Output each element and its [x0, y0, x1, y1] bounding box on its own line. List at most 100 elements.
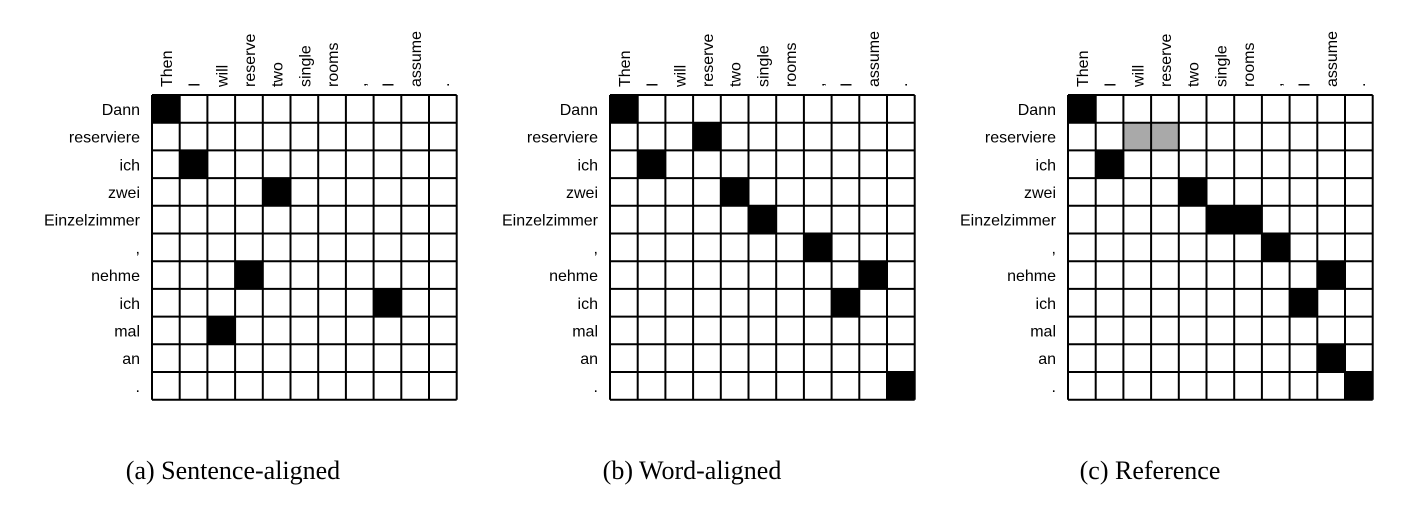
row-label: Einzelzimmer: [960, 213, 1057, 230]
column-label: I: [380, 83, 397, 87]
column-label: I: [1103, 83, 1120, 87]
row-label: ich: [1036, 296, 1056, 313]
alignment-panel-2: Dann reserviere ich zwei Einzelzimmer, nehme i…: [960, 31, 1374, 485]
row-label: Einzelzimmer: [44, 213, 141, 230]
row-label: zwei: [1024, 185, 1056, 202]
row-label: ich: [578, 296, 598, 313]
alignment-cell: [1095, 150, 1124, 179]
column-label: assume: [1324, 31, 1341, 87]
column-label: I: [645, 83, 662, 87]
row-label: reserviere: [527, 130, 598, 147]
row-label: an: [580, 351, 598, 368]
alignment-cell: [693, 122, 721, 151]
alignment-cell: [1317, 261, 1345, 289]
row-label: Dann: [560, 102, 598, 119]
alignment-cell: [1261, 233, 1290, 262]
row-label: ich: [120, 157, 140, 174]
alignment-cell: [803, 233, 832, 262]
column-label: will: [214, 65, 231, 88]
alignment-cell: [1345, 372, 1373, 400]
row-label: ich: [120, 296, 140, 313]
alignment-cell: [610, 95, 638, 123]
alignment-cell: [1289, 288, 1318, 317]
column-label: single: [755, 45, 772, 87]
row-label: nehme: [1007, 268, 1056, 285]
alignment-cell: [1178, 178, 1207, 206]
alignment-cell: [179, 150, 208, 179]
alignment-panel-1: Dann reserviere ich zwei Einzelzimmer, nehme i…: [502, 31, 916, 485]
column-label: Then: [617, 51, 634, 87]
row-label: an: [122, 351, 140, 368]
column-label: two: [728, 62, 745, 87]
column-label: I: [1296, 83, 1313, 87]
column-label: single: [1213, 45, 1230, 87]
row-label: ich: [578, 157, 598, 174]
row-label: Dann: [1018, 102, 1056, 119]
row-label: Dann: [102, 102, 140, 119]
column-label: I: [187, 83, 204, 87]
column-label: reserve: [242, 34, 259, 87]
panel-caption: (b) Word-aligned: [603, 456, 782, 485]
column-label: assume: [866, 31, 883, 87]
column-label: rooms: [325, 43, 342, 87]
alignment-cell: [152, 95, 180, 123]
row-label: an: [1038, 351, 1056, 368]
column-label: rooms: [1241, 43, 1258, 87]
column-label: will: [672, 65, 689, 88]
column-label: rooms: [783, 43, 800, 87]
alignment-cell: [1068, 95, 1096, 123]
column-label: Then: [1075, 51, 1092, 87]
column-label: two: [270, 62, 287, 87]
alignment-cell: [1234, 205, 1262, 234]
column-label: will: [1130, 65, 1147, 88]
alignment-cell: [262, 178, 291, 206]
row-label: reserviere: [985, 130, 1056, 147]
alignment-cell: [1317, 344, 1345, 372]
row-label: mal: [114, 323, 140, 340]
column-label: ,: [811, 83, 828, 87]
column-label: reserve: [700, 34, 717, 87]
column-label: Then: [159, 51, 176, 87]
row-label: zwei: [108, 185, 140, 202]
row-label: nehme: [549, 268, 598, 285]
alignment-cell: [1206, 205, 1235, 234]
panel-caption: (a) Sentence-aligned: [126, 456, 340, 485]
row-label: .: [1052, 379, 1056, 396]
column-label: assume: [408, 31, 425, 87]
row-label: ,: [136, 240, 140, 257]
column-label: .: [436, 83, 453, 87]
alignment-cell: [1123, 122, 1152, 151]
column-label: two: [1186, 62, 1203, 87]
alignment-cell: [748, 205, 777, 234]
row-label: zwei: [566, 185, 598, 202]
column-label: ,: [1269, 83, 1286, 87]
row-label: ,: [1052, 240, 1056, 257]
row-label: .: [136, 379, 140, 396]
row-label: ich: [1036, 157, 1056, 174]
alignment-cell: [720, 178, 749, 206]
alignment-cell: [207, 316, 236, 345]
row-label: mal: [1030, 323, 1056, 340]
alignment-cell: [859, 261, 887, 289]
column-label: .: [894, 83, 911, 87]
column-label: reserve: [1158, 34, 1175, 87]
column-label: ,: [353, 83, 370, 87]
alignment-panel-0: Dann reserviere ich zwei Einzelzimmer, nehme i…: [44, 31, 458, 485]
row-label: ,: [594, 240, 598, 257]
alignment-cell: [887, 372, 915, 400]
alignment-cell: [373, 288, 402, 317]
column-label: single: [297, 45, 314, 87]
row-label: .: [594, 379, 598, 396]
column-label: I: [838, 83, 855, 87]
row-label: mal: [572, 323, 598, 340]
column-label: .: [1352, 83, 1369, 87]
panel-caption: (c) Reference: [1080, 456, 1221, 485]
row-label: Einzelzimmer: [502, 213, 599, 230]
alignment-cell: [831, 288, 860, 317]
row-label: reserviere: [69, 130, 140, 147]
alignment-cell: [235, 261, 263, 289]
alignment-cell: [1151, 122, 1179, 151]
alignment-cell: [637, 150, 666, 179]
